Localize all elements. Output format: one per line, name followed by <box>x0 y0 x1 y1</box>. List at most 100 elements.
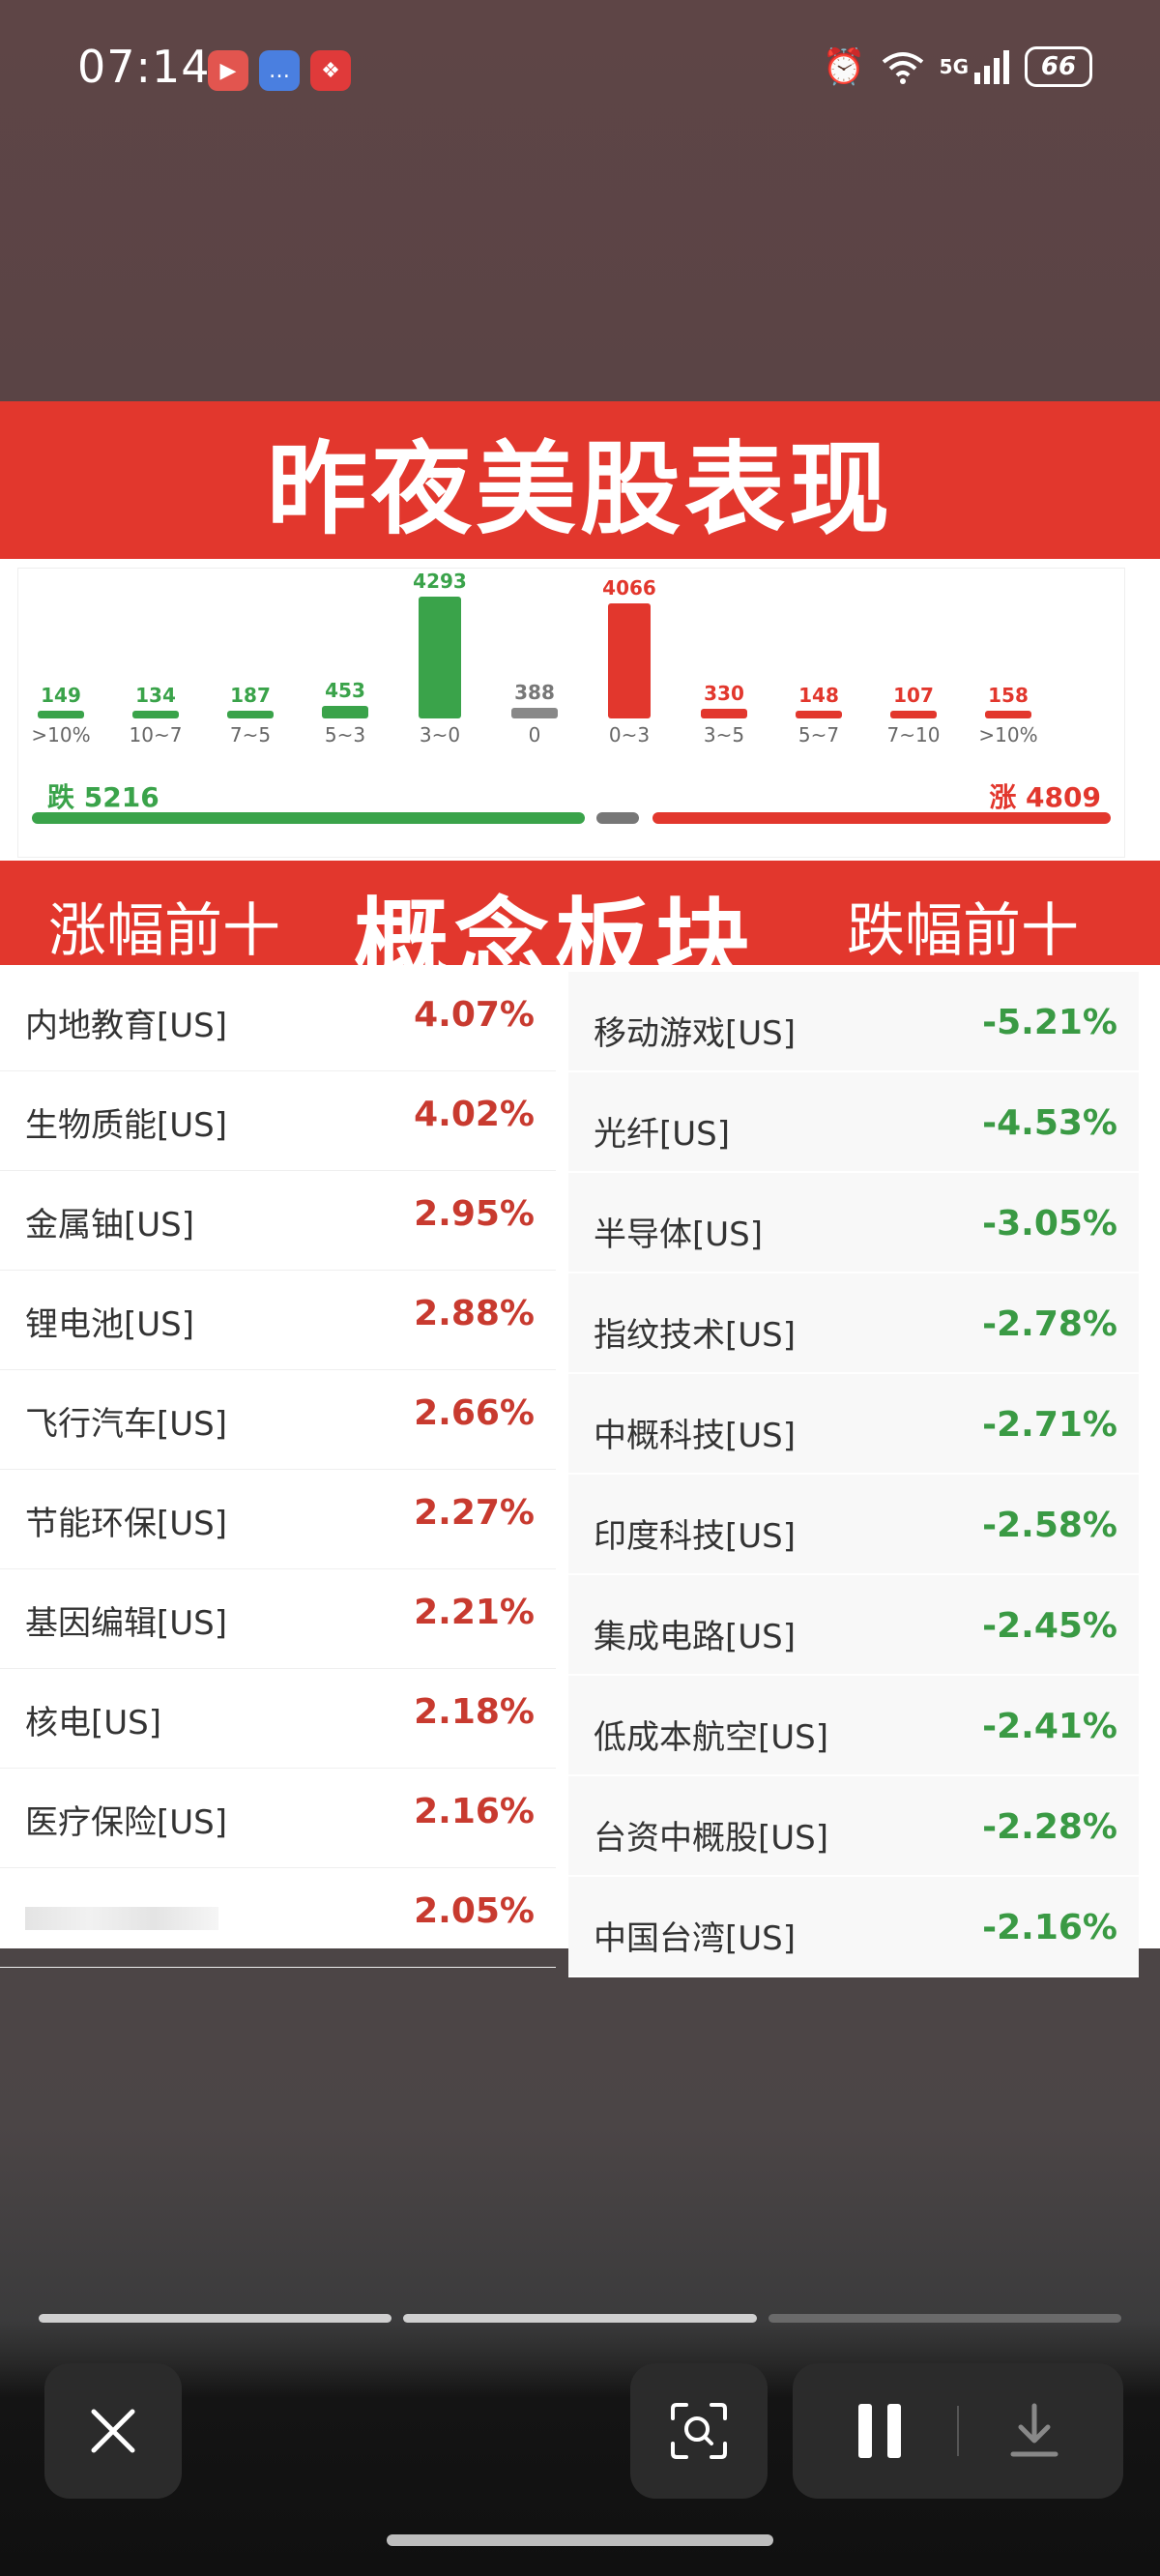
distribution-value: 149 <box>41 684 81 707</box>
distribution-bar <box>890 711 937 718</box>
sector-name: 节能环保[US] <box>25 1505 227 1543</box>
home-indicator[interactable] <box>387 2534 773 2546</box>
distribution-bar <box>511 708 558 718</box>
distribution-value: 148 <box>798 684 839 707</box>
progress-segment <box>403 2314 757 2323</box>
status-time: 07:14 <box>77 41 211 93</box>
distribution-value: 134 <box>135 684 176 707</box>
sector-name: 集成电路[US] <box>594 1618 796 1656</box>
close-button[interactable] <box>44 2363 182 2499</box>
sector-name: 核电[US] <box>25 1704 161 1742</box>
sector-change: 2.21% <box>414 1593 535 1632</box>
list-item: 内地教育[US] 4.07% <box>0 972 556 1071</box>
distribution-bar <box>701 709 747 718</box>
download-button[interactable] <box>1000 2397 1068 2465</box>
sector-name: 印度科技[US] <box>594 1517 796 1556</box>
distribution-bar <box>322 706 368 718</box>
list-item: 低成本航空[US] -2.41% <box>568 1676 1139 1776</box>
sector-name: 光纤[US] <box>594 1115 730 1154</box>
list-item: 中国台湾[US] -2.16% <box>568 1877 1139 1977</box>
list-item: 节能环保[US] 2.27% <box>0 1470 556 1569</box>
image-title-banner: 昨夜美股表现 <box>0 401 1160 559</box>
video-app-icon: ▶ <box>208 50 248 91</box>
list-item: 指纹技术[US] -2.78% <box>568 1273 1139 1374</box>
close-icon <box>91 2409 135 2453</box>
sector-name: 中国台湾[US] <box>594 1919 796 1958</box>
sector-change: -2.41% <box>982 1707 1117 1746</box>
sector-change: -3.05% <box>982 1204 1117 1244</box>
distribution-label: >10% <box>31 723 91 746</box>
distribution-label: 3~0 <box>419 723 461 746</box>
list-item: 锂电池[US] 2.88% <box>0 1271 556 1370</box>
list-item: 飞行汽车[US] 2.66% <box>0 1370 556 1470</box>
list-item: 光纤[US] -4.53% <box>568 1072 1139 1173</box>
sector-change: -4.53% <box>982 1103 1117 1143</box>
sector-name: 中概科技[US] <box>594 1417 796 1455</box>
distribution-label: 5~3 <box>324 723 366 746</box>
down-ratio-bar <box>32 812 585 824</box>
sector-name: 移动游戏[US] <box>594 1014 796 1053</box>
status-bar: 07:14 ▶ … ❖ ⏰ 5G 66 <box>0 0 1160 145</box>
sector-change: 2.16% <box>414 1792 535 1831</box>
distribution-label: 5~7 <box>798 723 840 746</box>
sector-change: -2.71% <box>982 1405 1117 1445</box>
sector-name: 金属铀[US] <box>25 1206 194 1244</box>
red-app-icon: ❖ <box>310 50 351 91</box>
list-item: 印度科技[US] -2.58% <box>568 1475 1139 1575</box>
list-item: 中概科技[US] -2.71% <box>568 1374 1139 1475</box>
sector-change: 2.95% <box>414 1194 535 1234</box>
sector-change: 2.05% <box>414 1891 535 1931</box>
distribution-chart: 149 >10% 134 10~7 187 7~5 453 5~3 4293 3~0 388 0 406… <box>17 568 1125 858</box>
sector-change: -2.58% <box>982 1506 1117 1545</box>
blurred-sector-name <box>25 1907 218 1930</box>
distribution-label: 10~7 <box>129 723 183 746</box>
scan-button[interactable] <box>630 2363 768 2499</box>
sector-change: -2.78% <box>982 1304 1117 1344</box>
down-total: 跌 5216 <box>47 781 160 813</box>
sector-name: 台资中概股[US] <box>594 1819 828 1858</box>
distribution-label: >10% <box>978 723 1038 746</box>
list-item: 2.05% <box>0 1868 556 1968</box>
status-icons: ⏰ 5G 66 <box>823 46 1092 87</box>
wifi-icon <box>882 52 923 84</box>
distribution-value: 4293 <box>413 570 467 593</box>
distribution-label: 0 <box>528 723 541 746</box>
divider <box>957 2406 959 2456</box>
sector-name: 医疗保险[US] <box>25 1803 227 1842</box>
distribution-bar <box>985 711 1031 718</box>
distribution-value: 388 <box>514 681 555 704</box>
sector-name: 低成本航空[US] <box>594 1718 828 1757</box>
distribution-bar <box>132 711 179 718</box>
distribution-bar <box>796 711 842 718</box>
sector-name: 锂电池[US] <box>25 1305 194 1344</box>
up-total: 涨 4809 <box>989 781 1101 813</box>
sector-change: -2.16% <box>982 1908 1117 1947</box>
sector-name: 指纹技术[US] <box>594 1316 796 1355</box>
sector-change: -2.45% <box>982 1606 1117 1646</box>
sector-change: 2.88% <box>414 1294 535 1333</box>
sector-name: 飞行汽车[US] <box>25 1405 227 1444</box>
progress-segment <box>768 2314 1121 2323</box>
list-item: 半导体[US] -3.05% <box>568 1173 1139 1273</box>
up-down-summary: 跌 5216 涨 4809 <box>47 776 1101 815</box>
distribution-value: 4066 <box>602 576 656 600</box>
list-item: 基因编辑[US] 2.21% <box>0 1569 556 1669</box>
battery-indicator: 66 <box>1025 46 1092 87</box>
sector-change: -5.21% <box>982 1003 1117 1042</box>
list-item: 移动游戏[US] -5.21% <box>568 972 1139 1072</box>
flat-ratio-bar <box>596 812 639 824</box>
losers-heading: 跌幅前十 <box>847 897 1079 965</box>
sector-name: 基因编辑[US] <box>25 1604 227 1643</box>
sector-change: 4.07% <box>414 995 535 1035</box>
progress-segment <box>39 2314 392 2323</box>
battery-level: 66 <box>1040 52 1077 81</box>
pause-icon <box>858 2404 901 2458</box>
message-app-icon: … <box>259 50 300 91</box>
sector-header: 涨幅前十 概念板块 跌幅前十 <box>0 861 1160 999</box>
distribution-value: 107 <box>893 684 934 707</box>
market-summary-image: 昨夜美股表现 149 >10% 134 10~7 187 7~5 453 5~3 4293 3~0… <box>0 401 1160 1977</box>
distribution-label: 3~5 <box>703 723 745 746</box>
pause-button[interactable] <box>846 2397 914 2465</box>
gainers-heading: 涨幅前十 <box>48 897 280 965</box>
sector-change: 2.27% <box>414 1493 535 1533</box>
